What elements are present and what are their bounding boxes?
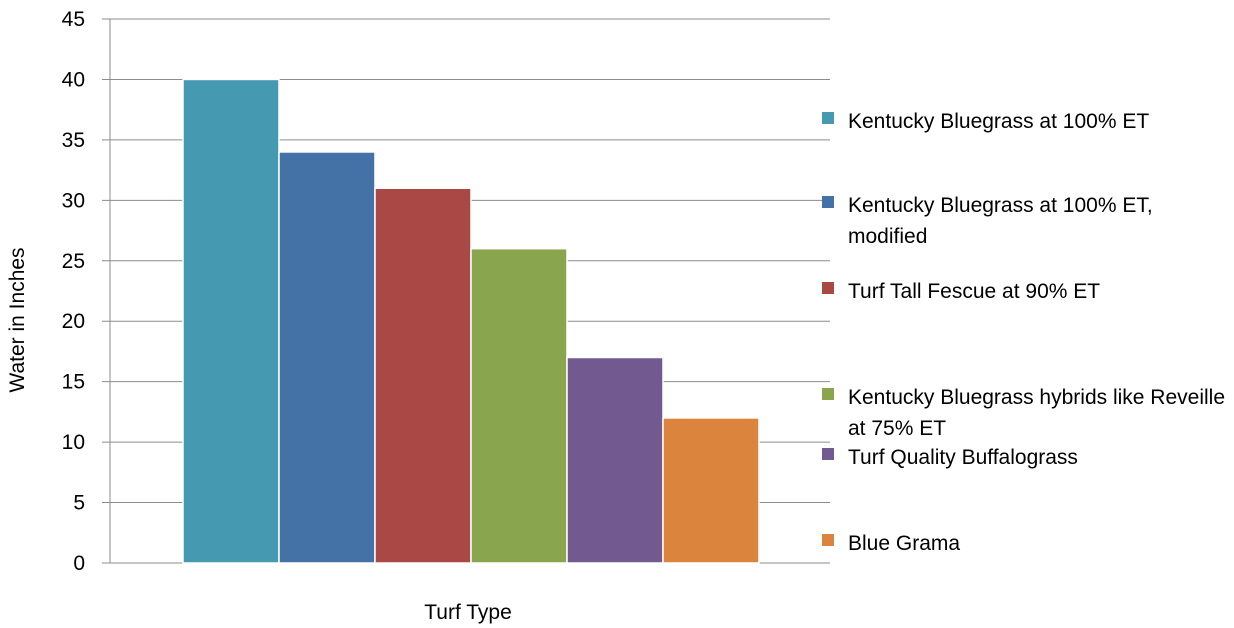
legend-swatch	[822, 534, 834, 546]
legend: Kentucky Bluegrass at 100% ET Kentucky Bl…	[822, 0, 1234, 628]
y-tick-label: 35	[62, 129, 85, 152]
bar	[182, 78, 280, 564]
legend-swatch	[822, 388, 834, 400]
x-axis-label: Turf Type	[424, 601, 512, 624]
y-axis-ticks: 0 5 10 15 20 25 30 35 40 45	[62, 8, 85, 575]
y-tick-label: 20	[62, 310, 85, 333]
legend-swatch	[822, 196, 834, 208]
y-tick-label: 45	[62, 8, 85, 31]
legend-label: Kentucky Bluegrass at 100% ET	[848, 110, 1150, 133]
y-tick-label: 10	[62, 431, 85, 454]
legend-item: Kentucky Bluegrass at 100% ET	[822, 106, 1228, 137]
y-tick-label: 0	[73, 552, 85, 575]
y-tick-label: 15	[62, 371, 85, 394]
legend-label: Kentucky Bluegrass at 100% ET, modified	[848, 194, 1153, 248]
bar	[662, 417, 760, 564]
legend-item: Kentucky Bluegrass at 100% ET, modified	[822, 190, 1228, 252]
legend-label: Turf Tall Fescue at 90% ET	[848, 280, 1101, 303]
bars	[182, 78, 760, 564]
y-tick-label: 25	[62, 250, 85, 273]
bar	[374, 187, 472, 564]
bar	[470, 247, 568, 564]
legend-label: Kentucky Bluegrass hybrids like Reveille…	[848, 386, 1226, 440]
bar	[278, 151, 376, 564]
legend-label: Blue Grama	[848, 532, 961, 555]
legend-item: Blue Grama	[822, 528, 1228, 559]
legend-swatch	[822, 112, 834, 124]
legend-item: Kentucky Bluegrass hybrids like Reveille…	[822, 382, 1228, 444]
legend-swatch	[822, 448, 834, 460]
y-tick-label: 40	[62, 68, 85, 91]
legend-item: Turf Tall Fescue at 90% ET	[822, 276, 1228, 307]
y-axis-label: Water in Inches	[6, 247, 29, 392]
legend-swatch	[822, 282, 834, 294]
y-tick-label: 30	[62, 189, 85, 212]
bar	[566, 356, 664, 564]
legend-item: Turf Quality Buffalograss	[822, 442, 1228, 473]
y-tick-label: 5	[73, 492, 85, 515]
legend-label: Turf Quality Buffalograss	[848, 446, 1078, 469]
